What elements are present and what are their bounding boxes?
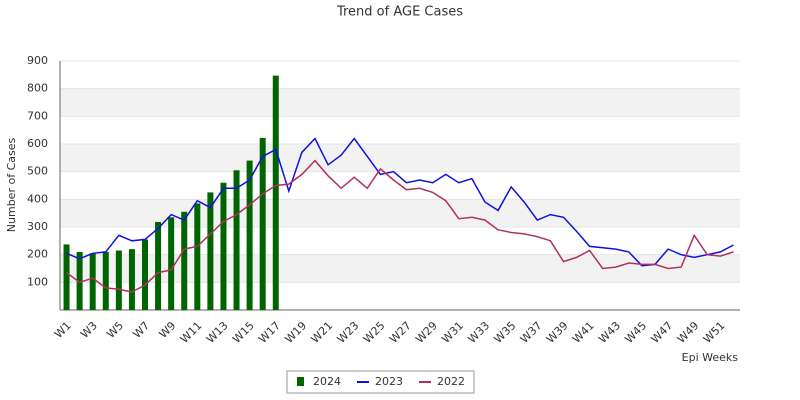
grid-band — [60, 199, 740, 227]
x-tick-label: W17 — [256, 319, 283, 346]
x-tick-label: W15 — [230, 319, 257, 346]
x-axis-label: Epi Weeks — [682, 351, 739, 364]
bar — [168, 217, 175, 310]
bar — [155, 222, 162, 310]
bar — [102, 251, 109, 310]
x-tick-label: W7 — [130, 319, 152, 341]
bar — [233, 170, 240, 310]
x-tick-label: W47 — [649, 319, 676, 346]
x-tick-label: W39 — [544, 319, 571, 346]
bar — [181, 211, 188, 310]
legend-label: 2023 — [375, 375, 403, 388]
legend-box — [286, 370, 475, 394]
x-tick-label: W3 — [78, 319, 100, 341]
bar — [194, 203, 201, 310]
x-tick-label: W35 — [492, 319, 519, 346]
x-tick-label: W31 — [439, 319, 466, 346]
y-tick-label: 900 — [27, 54, 48, 67]
x-tick-label: W49 — [675, 319, 702, 346]
y-tick-label: 400 — [27, 192, 48, 205]
y-tick-label: 200 — [27, 248, 48, 261]
x-tick-label: W9 — [157, 319, 179, 341]
x-tick-label: W13 — [204, 319, 231, 346]
legend-swatch — [297, 377, 304, 386]
grid-band — [60, 254, 740, 283]
x-tick-label: W41 — [570, 319, 597, 346]
line — [66, 159, 734, 293]
chart-title: Trend of AGE Cases — [336, 5, 463, 20]
bar — [207, 192, 214, 310]
legend-label: 2024 — [313, 375, 341, 388]
bar — [115, 250, 122, 310]
legend-label: 2022 — [437, 375, 465, 388]
bar — [142, 239, 148, 310]
y-tick-label: 800 — [27, 82, 48, 95]
bar — [246, 160, 253, 310]
x-tick-label: W33 — [465, 319, 492, 346]
x-tick-label: W21 — [309, 319, 336, 346]
x-tick-label: W43 — [596, 319, 623, 346]
y-axis-label: Number of Cases — [5, 138, 18, 233]
x-tick-label: W29 — [413, 319, 440, 346]
y-tick-label: 500 — [27, 165, 48, 178]
x-tick-label: W37 — [518, 319, 545, 346]
bar — [220, 182, 227, 310]
x-tick-label: W27 — [387, 319, 414, 346]
grid-band — [60, 88, 740, 117]
y-tick-label: 300 — [27, 220, 48, 233]
x-tick-label: W23 — [335, 319, 362, 346]
bar — [128, 249, 135, 310]
y-tick-label: 600 — [27, 137, 48, 150]
bar — [76, 251, 83, 310]
x-tick-label: W11 — [178, 319, 205, 346]
grid-band — [60, 144, 740, 172]
y-tick-label: 100 — [27, 275, 48, 288]
x-tick-label: W19 — [282, 319, 309, 346]
bar — [272, 75, 279, 310]
x-tick-label: W1 — [52, 319, 74, 341]
line — [66, 137, 734, 267]
bar — [89, 253, 96, 310]
x-tick-label: W5 — [104, 319, 126, 341]
x-tick-label: W45 — [622, 319, 649, 346]
x-tick-label: W25 — [361, 319, 388, 346]
bar — [63, 244, 70, 310]
y-tick-label: 700 — [27, 109, 48, 122]
bar — [259, 137, 266, 310]
x-tick-label: W51 — [701, 319, 728, 346]
